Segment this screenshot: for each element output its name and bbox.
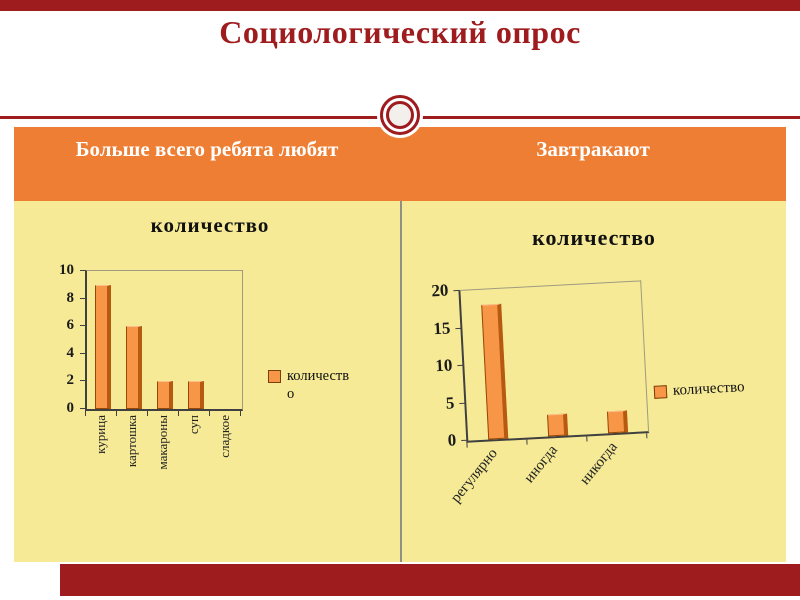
y-tick-mark <box>455 327 462 329</box>
top-accent-bar <box>0 0 800 11</box>
y-tick-mark <box>453 289 460 292</box>
plot-area <box>453 280 650 443</box>
x-tick-mark <box>646 433 648 439</box>
y-tick-mark <box>459 402 466 404</box>
legend: количество <box>268 367 358 403</box>
section-header-band: Больше всего ребята любят Завтракают <box>14 127 786 201</box>
x-category-label: сладкое <box>216 415 232 458</box>
y-tick-label: 10 <box>59 262 74 278</box>
y-tick-label: 0 <box>66 400 75 416</box>
x-tick-mark <box>586 436 588 442</box>
x-tick-mark <box>85 411 86 416</box>
left-section-title: Больше всего ребята любят <box>75 137 339 161</box>
legend-label: количество <box>287 368 350 403</box>
y-tick-mark <box>457 364 464 367</box>
y-tick-label: 0 <box>447 430 457 450</box>
x-tick-mark <box>526 439 528 445</box>
y-axis: 0 2 4 6 8 10 <box>30 262 80 416</box>
legend-swatch-icon <box>268 370 281 383</box>
divider-ring-ornament <box>380 95 420 135</box>
plot-area <box>80 270 243 411</box>
y-axis: 0 5 10 15 20 <box>408 280 462 449</box>
legend-item: количество <box>653 377 775 402</box>
y-tick-mark <box>80 408 86 409</box>
y-tick-mark <box>80 297 86 299</box>
bar-регулярно <box>481 303 509 440</box>
y-tick-label: 4 <box>66 344 75 361</box>
x-tick-mark <box>178 411 179 416</box>
x-axis: курица картошка макароны суп сладкое <box>85 411 241 531</box>
y-tick-label: 8 <box>66 289 75 306</box>
bar-макароны <box>156 381 173 409</box>
legend: количество <box>653 377 775 402</box>
y-tick-label: 15 <box>432 317 451 338</box>
y-tick-label: 2 <box>66 372 75 389</box>
x-tick-mark <box>466 442 468 448</box>
x-category-label: суп <box>185 415 201 435</box>
x-tick-mark <box>209 411 210 416</box>
chart-title: количество <box>150 213 270 237</box>
bar-суп <box>187 381 204 409</box>
y-tick-label: 20 <box>430 280 449 301</box>
x-category-label: картошка <box>123 415 139 468</box>
legend-swatch-icon <box>653 385 668 399</box>
legend-item: количество <box>268 367 358 403</box>
y-tick-mark <box>461 439 468 442</box>
bar-никогда <box>606 409 629 434</box>
x-category-label: курица <box>92 415 108 454</box>
bar-иногда <box>547 412 569 437</box>
x-tick-mark <box>116 411 117 416</box>
chart-favorite-foods: количество 0 2 4 6 8 10 курица картошка макарон… <box>30 209 390 554</box>
bottom-accent-bar <box>60 564 800 596</box>
content-area: количество 0 2 4 6 8 10 курица картошка макарон… <box>14 201 786 562</box>
x-axis: регулярно иногда никогда <box>448 433 652 552</box>
y-tick-mark <box>80 380 86 382</box>
bar-картошка <box>125 326 142 409</box>
x-category-label: макароны <box>154 415 170 470</box>
chart-title: количество <box>532 225 656 250</box>
vertical-divider <box>400 201 402 562</box>
y-tick-label: 10 <box>434 355 453 376</box>
y-tick-label: 6 <box>66 317 75 334</box>
right-section-title: Завтракают <box>536 137 650 161</box>
x-tick-mark <box>147 411 148 416</box>
x-tick-mark <box>240 411 241 416</box>
chart-breakfast: количество 0 5 10 15 20 регулярно иногда никог… <box>414 221 774 566</box>
legend-label: количество <box>672 379 745 399</box>
bar-курица <box>94 284 111 409</box>
y-tick-mark <box>80 325 86 327</box>
chart-tilt-wrapper: 0 5 10 15 20 регулярно иногда никогда количест… <box>405 212 783 575</box>
slide-title: Социологический опрос <box>219 14 581 50</box>
y-tick-mark <box>80 352 86 354</box>
y-tick-mark <box>80 270 86 271</box>
y-tick-label: 5 <box>445 392 455 413</box>
